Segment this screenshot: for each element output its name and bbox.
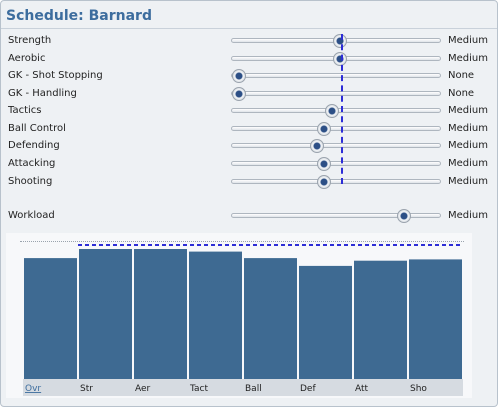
bar-def <box>299 265 352 379</box>
slider-track-gk-handling[interactable] <box>231 91 441 96</box>
slider-knob-gk-handling[interactable] <box>232 87 246 101</box>
tick-label-aer: Aer <box>135 384 151 394</box>
slider-value-defending: Medium <box>448 140 488 151</box>
bar-ball <box>244 258 297 379</box>
tick-label-ovr[interactable]: Ovr <box>25 384 41 394</box>
workload-knob[interactable] <box>396 209 411 223</box>
average-level-line <box>341 34 343 184</box>
slider-value-gk-handling: None <box>448 88 475 99</box>
tick-label-def: Def <box>300 384 316 394</box>
slider-label-shooting: Shooting <box>8 176 53 187</box>
slider-knob-attacking[interactable] <box>317 157 332 171</box>
slider-knob-strength[interactable] <box>332 34 347 48</box>
bar-att <box>354 260 407 379</box>
slider-label-gk-handling: GK - Handling <box>8 88 77 99</box>
slider-label-gk-shot-stopping: GK - Shot Stopping <box>8 70 103 81</box>
slider-track-defending[interactable] <box>231 143 441 148</box>
slider-value-gk-shot-stopping: None <box>448 70 475 81</box>
workload-track[interactable] <box>231 213 441 218</box>
slider-label-strength: Strength <box>8 35 52 46</box>
slider-label-attacking: Attacking <box>8 158 56 169</box>
slider-label-tactics: Tactics <box>8 105 42 116</box>
bar-ovr <box>24 258 77 379</box>
slider-knob-defending[interactable] <box>309 139 324 153</box>
slider-value-tactics: Medium <box>448 105 488 116</box>
chart-top-rule <box>20 241 464 242</box>
tick-label-str: Str <box>80 384 93 394</box>
workload-value: Medium <box>448 210 488 221</box>
panel-title: Schedule: Barnard <box>6 8 152 24</box>
bar-aer <box>134 249 187 379</box>
bar-sho <box>409 259 462 379</box>
slider-track-gk-shot-stopping[interactable] <box>231 73 441 78</box>
slider-knob-ball-control[interactable] <box>317 122 332 136</box>
title-divider <box>1 28 497 29</box>
tick-label-ball: Ball <box>245 384 262 394</box>
slider-track-ball-control[interactable] <box>231 126 441 131</box>
slider-value-attacking: Medium <box>448 158 488 169</box>
slider-knob-aerobic[interactable] <box>332 52 347 66</box>
slider-knob-gk-shot-stopping[interactable] <box>232 69 246 83</box>
slider-label-ball-control: Ball Control <box>8 123 66 134</box>
tick-label-sho: Sho <box>410 384 427 394</box>
bar-tact <box>189 251 242 379</box>
slider-value-ball-control: Medium <box>448 123 488 134</box>
slider-track-shooting[interactable] <box>231 179 441 184</box>
tick-label-tact: Tact <box>189 384 208 394</box>
slider-track-attacking[interactable] <box>231 161 441 166</box>
slider-label-aerobic: Aerobic <box>8 53 46 64</box>
slider-value-strength: Medium <box>448 35 488 46</box>
slider-value-shooting: Medium <box>448 176 488 187</box>
slider-label-defending: Defending <box>8 140 60 151</box>
workload-label: Workload <box>8 210 55 221</box>
x-axis-band <box>23 379 463 396</box>
bar-str <box>79 249 132 379</box>
slider-knob-shooting[interactable] <box>317 175 332 189</box>
slider-value-aerobic: Medium <box>448 53 488 64</box>
slider-knob-tactics[interactable] <box>325 104 340 118</box>
tick-label-att: Att <box>355 384 369 394</box>
